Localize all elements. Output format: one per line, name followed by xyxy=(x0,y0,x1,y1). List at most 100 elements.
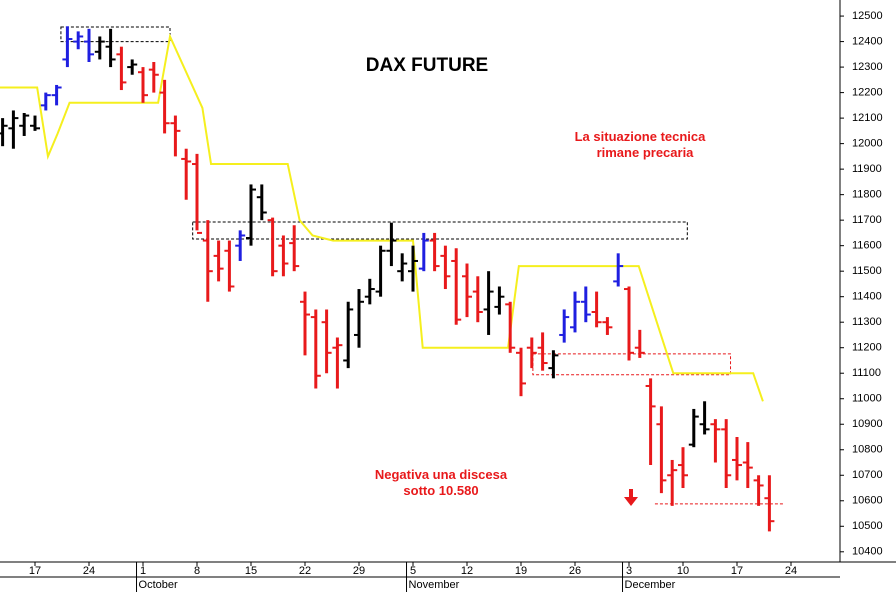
y-tick-label: 12300 xyxy=(852,61,883,73)
ohlc-bar xyxy=(62,26,73,68)
ohlc-bar xyxy=(451,248,462,325)
ohlc-bar xyxy=(732,436,742,481)
ohlc-bar xyxy=(721,419,732,489)
ohlc-bar xyxy=(84,28,94,62)
y-tick-label: 10400 xyxy=(852,546,883,558)
annotation-line: Negativa una discesa xyxy=(375,467,508,482)
ohlc-bar xyxy=(678,447,688,489)
ohlc-bar xyxy=(364,278,375,305)
chart-title: DAX FUTURE xyxy=(366,55,488,76)
x-tick-label: 29 xyxy=(353,565,365,577)
ohlc-bar xyxy=(278,235,289,277)
ohlc-bar xyxy=(159,79,170,134)
ohlc-bar xyxy=(0,118,8,147)
annotation-line: La situazione tecnica xyxy=(575,129,707,144)
stop-line xyxy=(0,33,764,402)
y-tick-label: 11400 xyxy=(852,291,882,303)
ohlc-bar xyxy=(19,113,30,136)
ohlc-bar xyxy=(332,337,343,389)
ohlc-bar xyxy=(300,291,310,356)
ohlc-bar xyxy=(310,309,321,389)
ohlc-bar xyxy=(354,289,364,348)
x-tick-label: 10 xyxy=(677,565,689,577)
ohlc-bar xyxy=(40,92,51,111)
y-tick-label: 12000 xyxy=(852,138,883,150)
x-tick-label: 15 xyxy=(245,565,257,577)
x-tick-label: 12 xyxy=(461,565,473,577)
ohlc-bar xyxy=(127,59,138,75)
y-tick-label: 11800 xyxy=(852,189,882,201)
ohlc-bar xyxy=(138,67,148,103)
ohlc-bar xyxy=(321,309,332,374)
ohlc-bar xyxy=(105,28,116,68)
month-label: November xyxy=(409,579,460,591)
ohlc-bar xyxy=(170,115,181,157)
ohlc-bar xyxy=(591,291,602,328)
y-tick-label: 10700 xyxy=(852,469,883,481)
ohlc-bar xyxy=(699,401,710,435)
ohlc-bar xyxy=(213,240,224,282)
ohlc-bar xyxy=(710,419,721,463)
ohlc-bar xyxy=(753,475,764,506)
x-tick-label: 17 xyxy=(731,565,743,577)
annotation: Negativa una discesa sotto 10.580 xyxy=(375,467,508,498)
x-tick-label: 8 xyxy=(194,565,200,577)
ohlc-bar xyxy=(440,245,451,290)
annotation-line: sotto 10.580 xyxy=(403,483,478,498)
ohlc-bar xyxy=(192,153,202,234)
ohlc-bar xyxy=(537,332,548,371)
ohlc-bar xyxy=(8,110,19,149)
ohlc-bar xyxy=(94,36,105,60)
ohlc-bar xyxy=(742,442,753,489)
y-tick-label: 12100 xyxy=(852,112,883,124)
y-tick-label: 11500 xyxy=(852,265,882,277)
ohlc-bar xyxy=(570,291,580,333)
y-tick-label: 12200 xyxy=(852,87,883,99)
ohlc-bar xyxy=(73,31,84,50)
ohlc-bar xyxy=(267,217,278,277)
y-tick-label: 11100 xyxy=(852,367,881,379)
ohlc-bar xyxy=(494,286,505,315)
ohlc-bar xyxy=(148,61,159,93)
ohlc-bar xyxy=(408,245,418,292)
ohlc-bar xyxy=(764,475,775,532)
ohlc-bar xyxy=(483,271,494,335)
ohlc-bar xyxy=(30,115,40,131)
ohlc-bar xyxy=(505,301,516,353)
ohlc-bar xyxy=(645,378,656,466)
ohlc-bar xyxy=(224,240,235,292)
y-tick-label: 11300 xyxy=(852,316,882,328)
y-tick-label: 10900 xyxy=(852,418,883,430)
x-tick-label: 5 xyxy=(410,565,416,577)
ohlc-bar xyxy=(181,148,192,200)
ohlc-bar xyxy=(202,220,213,302)
ohlc-bar xyxy=(289,225,300,272)
ohlc-bar xyxy=(548,350,559,379)
ohlc-bar xyxy=(462,263,472,318)
ohlc-bar xyxy=(688,408,699,448)
y-tick-label: 10800 xyxy=(852,444,883,456)
ohlc-bar xyxy=(375,245,386,297)
x-tick-label: 24 xyxy=(83,565,95,577)
ohlc-bar xyxy=(613,253,624,287)
x-tick-label: 19 xyxy=(515,565,527,577)
ohlc-bar xyxy=(343,301,354,369)
y-tick-label: 12500 xyxy=(852,10,883,22)
y-tick-label: 11000 xyxy=(852,393,882,405)
y-tick-label: 11600 xyxy=(852,240,882,252)
ohlc-bar xyxy=(429,232,440,272)
x-tick-label: 17 xyxy=(29,565,41,577)
ohlc-bar xyxy=(51,84,62,106)
annotation: La situazione tecnica rimane precaria xyxy=(575,129,707,160)
ohlc-bar xyxy=(418,232,429,272)
ohlc-bar xyxy=(116,46,127,91)
annotation-line: rimane precaria xyxy=(597,145,695,160)
ohlc-bar xyxy=(256,184,267,221)
y-tick-label: 11200 xyxy=(852,342,882,354)
month-label: October xyxy=(139,579,178,591)
ohlc-bar xyxy=(397,253,408,282)
ohlc-bar xyxy=(526,337,537,369)
ohlc-bar xyxy=(624,286,634,361)
